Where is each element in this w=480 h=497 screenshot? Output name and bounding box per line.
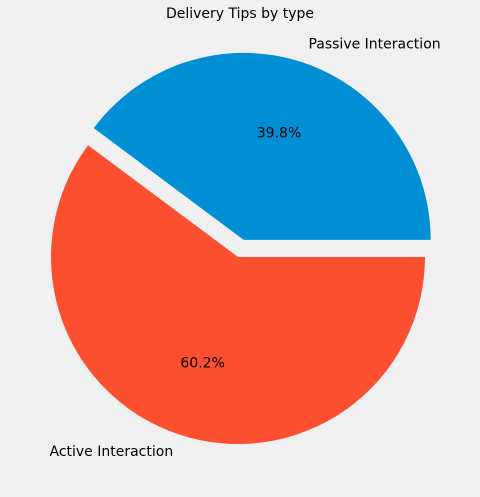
slice-label-active-interaction: Active Interaction <box>49 444 173 460</box>
pie-slice-passive-interaction <box>93 52 431 240</box>
pie-slices <box>51 52 431 445</box>
pie-slice-active-interaction <box>51 145 426 445</box>
pct-label-active-interaction: 60.2% <box>180 355 224 371</box>
pie-labels: Passive Interaction 39.8% Active Interacti… <box>49 37 440 461</box>
slice-label-passive-interaction: Passive Interaction <box>308 37 440 53</box>
chart-title: Delivery Tips by type <box>166 6 314 22</box>
pct-label-passive-interaction: 39.8% <box>257 125 301 141</box>
